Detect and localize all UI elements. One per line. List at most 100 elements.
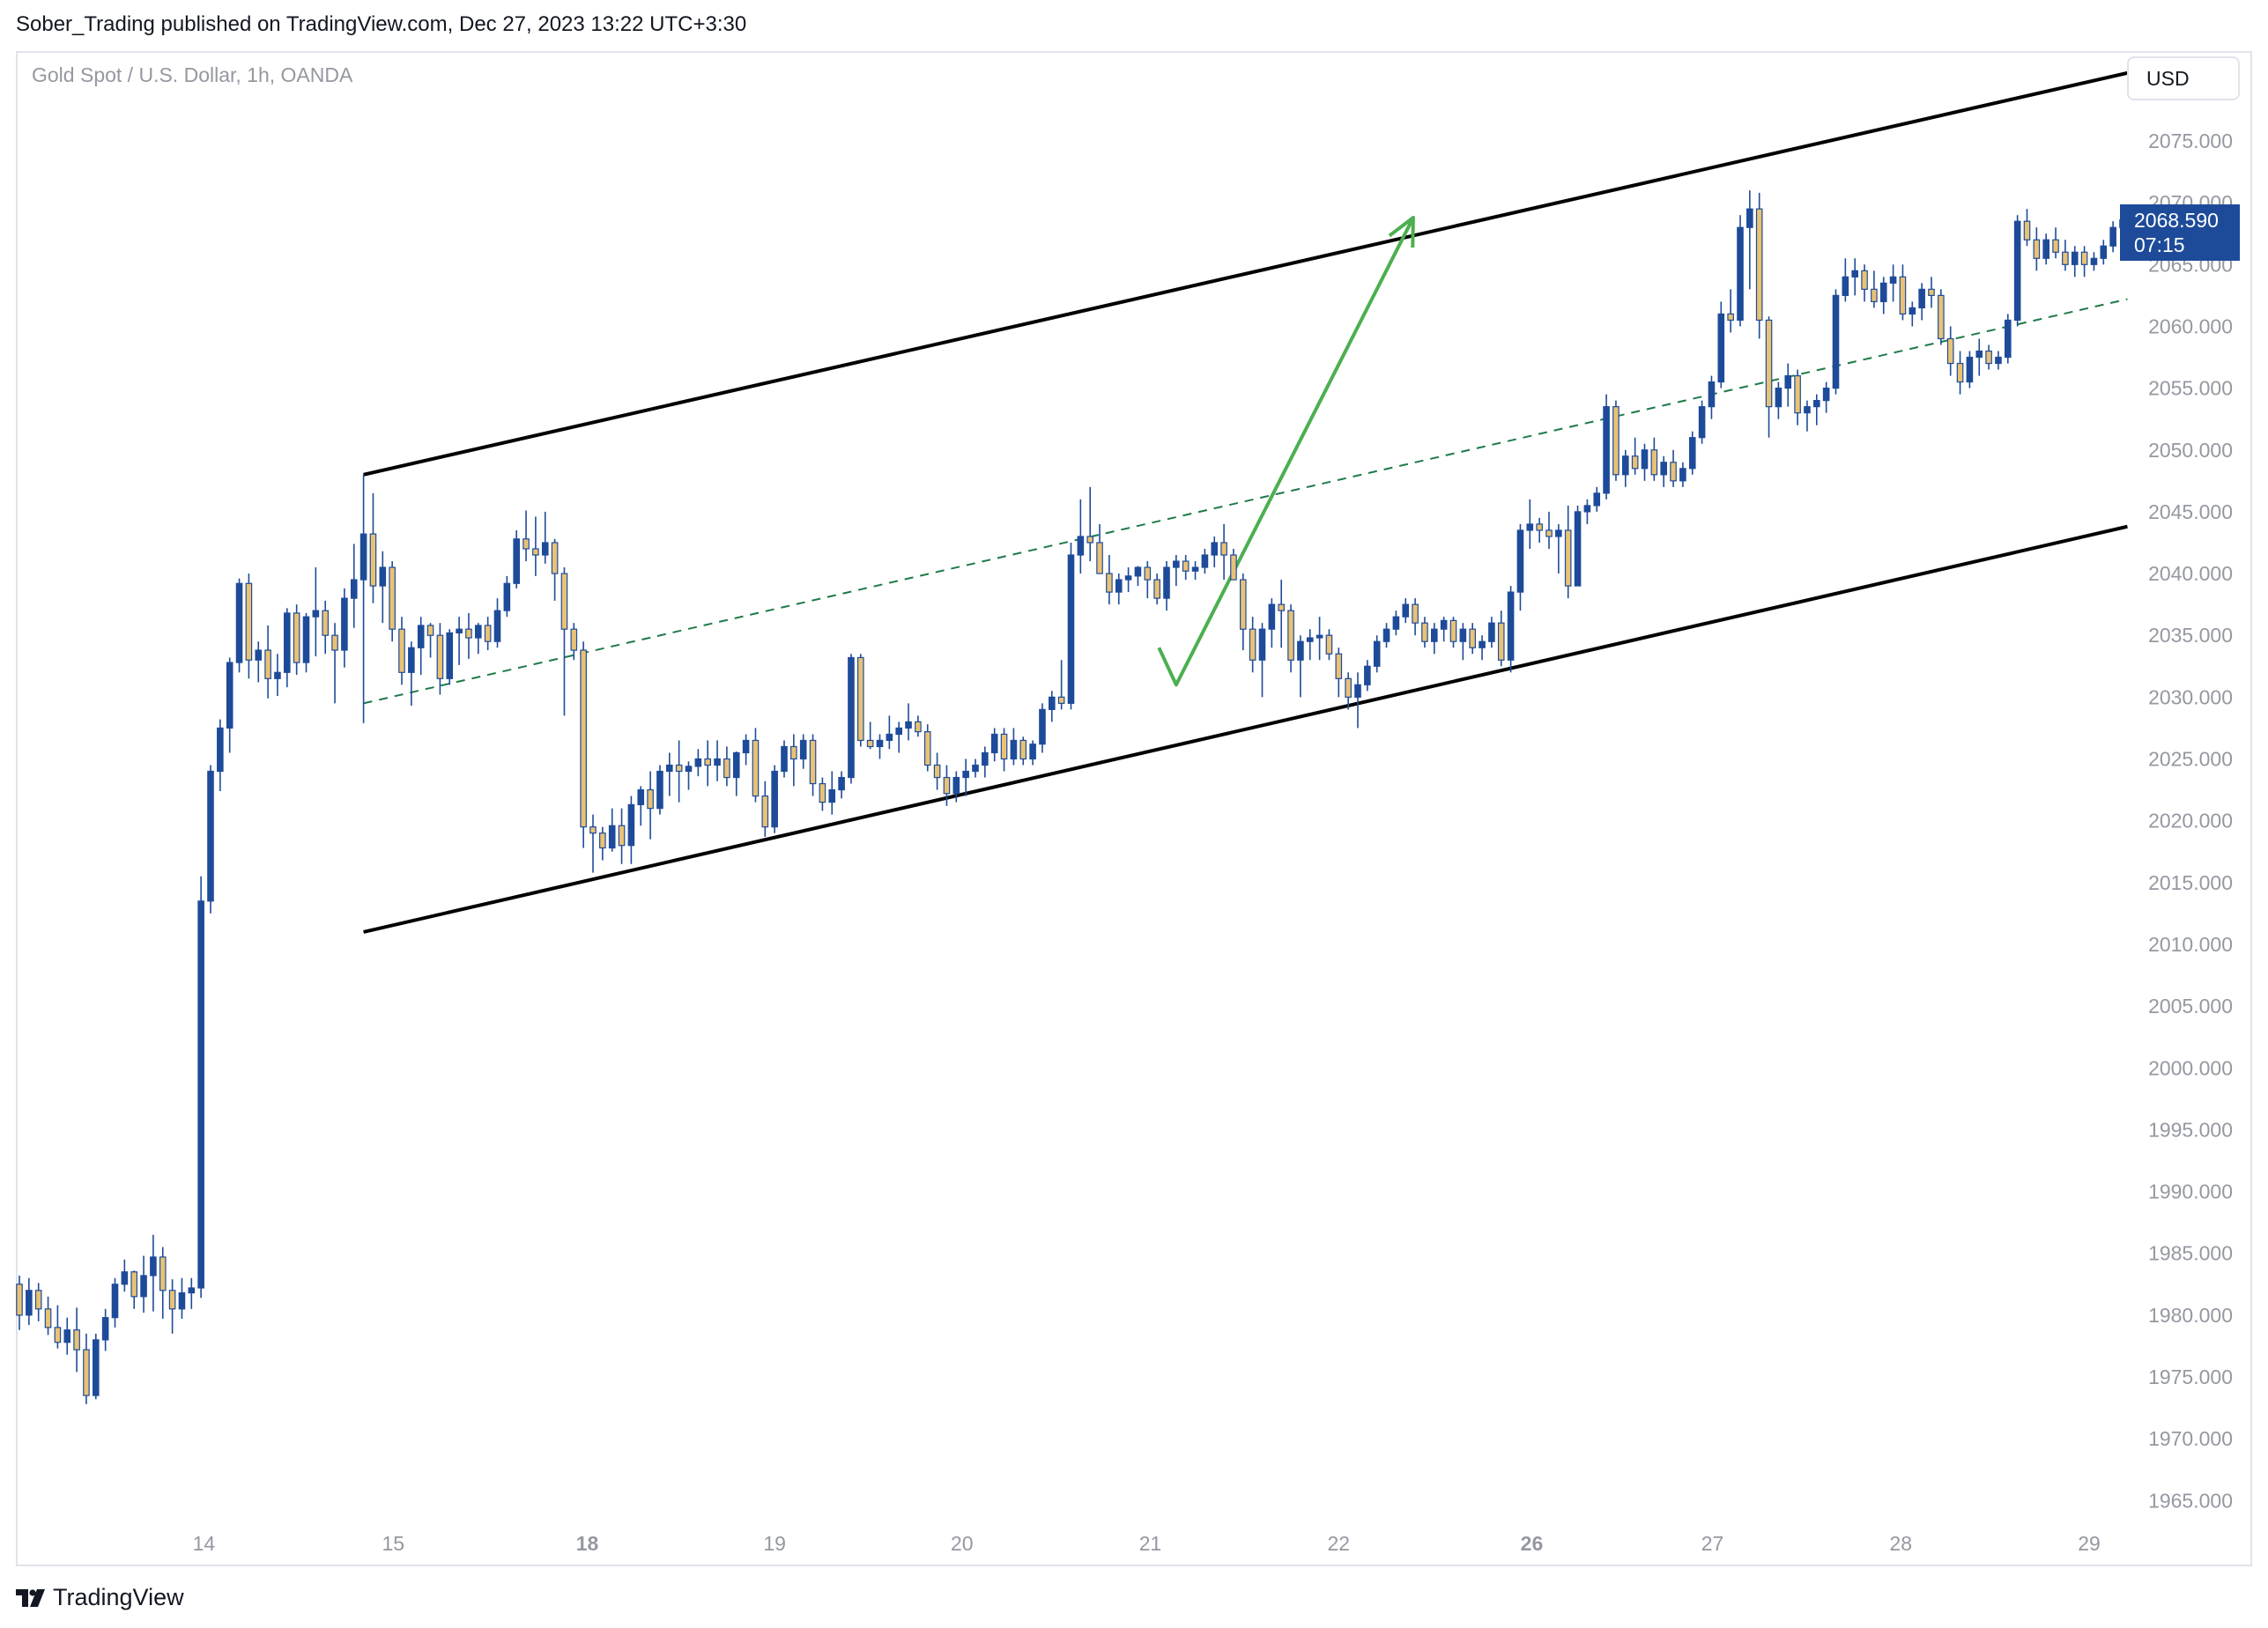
candle-body-bull xyxy=(1975,350,1983,359)
candle xyxy=(905,703,912,741)
candle xyxy=(1057,660,1065,710)
candle xyxy=(1938,289,1945,345)
tradingview-footer[interactable]: TradingView xyxy=(16,1584,184,1611)
candle-body-bull xyxy=(685,766,693,773)
candle-body-bull xyxy=(111,1284,119,1319)
candle-body-bear xyxy=(551,542,559,574)
candle-body-bull xyxy=(302,616,310,663)
candle xyxy=(111,1277,119,1328)
x-tick-label: 27 xyxy=(1701,1532,1724,1555)
candle-body-bull xyxy=(207,770,214,902)
candle-body-bull xyxy=(1698,406,1706,439)
candle xyxy=(322,600,330,655)
candle xyxy=(742,734,750,766)
candle xyxy=(1995,351,2002,370)
candle xyxy=(1727,289,1734,333)
candle xyxy=(1574,505,1582,587)
candle-body-bear xyxy=(1000,733,1008,760)
candle xyxy=(1899,264,1907,321)
candle xyxy=(140,1255,147,1314)
candle xyxy=(1516,523,1524,611)
candle xyxy=(771,765,778,833)
candle-body-bull xyxy=(1163,566,1170,599)
candle-body-bull xyxy=(1813,400,1820,408)
candle-body-bull xyxy=(1603,406,1610,494)
candle-body-bull xyxy=(1879,282,1887,302)
candle-body-bear xyxy=(1144,566,1152,581)
currency-button[interactable]: USD xyxy=(2127,56,2240,100)
y-tick-label: 2030.000 xyxy=(2148,685,2233,708)
candle xyxy=(121,1259,129,1292)
candle xyxy=(1048,691,1056,722)
tradingview-logo-icon xyxy=(16,1588,45,1607)
candle xyxy=(1545,511,1553,549)
candle xyxy=(714,740,721,781)
candle-body-bull xyxy=(1306,637,1314,642)
candle xyxy=(1737,215,1744,327)
candle-body-bull xyxy=(1029,744,1036,760)
candle-body-bull xyxy=(1382,628,1390,642)
candle-body-bull xyxy=(188,1287,196,1294)
candle-body-bull xyxy=(990,733,998,754)
candle-body-bear xyxy=(1670,462,1677,482)
y-tick-label: 2025.000 xyxy=(2148,748,2233,771)
candle-body-bear xyxy=(723,758,730,779)
y-tick-label: 2060.000 xyxy=(2148,314,2233,337)
candle xyxy=(1421,617,1428,648)
candle xyxy=(178,1277,186,1320)
candle xyxy=(1364,660,1371,692)
symbol-legend[interactable]: Gold Spot / U.S. Dollar, 1h, OANDA xyxy=(32,63,353,86)
candle-body-bear xyxy=(560,573,568,630)
candle-body-bear xyxy=(1631,455,1639,470)
candle xyxy=(915,715,922,737)
candle xyxy=(274,654,281,696)
candle xyxy=(341,588,348,668)
candle-body-bull xyxy=(101,1317,109,1341)
candle-body-bear xyxy=(322,610,330,636)
candle xyxy=(618,808,626,864)
candle xyxy=(359,474,367,723)
candle-body-bull xyxy=(1842,276,1849,296)
candle-body-bull xyxy=(513,538,521,584)
candle xyxy=(828,771,836,815)
publisher-line: Sober_Trading published on TradingView.c… xyxy=(16,12,747,36)
candle xyxy=(417,617,425,676)
candle xyxy=(207,765,214,914)
candle-body-bear xyxy=(599,832,606,849)
candle xyxy=(732,751,740,796)
candle xyxy=(1086,486,1094,562)
candle xyxy=(1679,462,1686,487)
candle xyxy=(1909,301,1916,327)
candle-body-bull xyxy=(446,632,454,679)
x-tick-label: 20 xyxy=(951,1532,974,1555)
candle xyxy=(1593,486,1601,512)
y-tick-label: 2005.000 xyxy=(2148,995,2233,1018)
candle-body-bull xyxy=(150,1256,157,1276)
candle xyxy=(1430,623,1438,655)
candle-body-bull xyxy=(1909,307,1916,315)
candle xyxy=(302,612,310,673)
candle-body-bull xyxy=(408,647,415,673)
candle xyxy=(2062,240,2069,271)
chart-frame[interactable] xyxy=(16,51,2252,1566)
candle-body-bear xyxy=(1096,542,1103,574)
candle xyxy=(1746,190,1753,290)
candle xyxy=(493,598,501,648)
candle xyxy=(398,617,405,685)
candle-body-bear xyxy=(819,782,826,803)
candle xyxy=(1526,499,1534,549)
candle-body-bear xyxy=(1325,634,1333,655)
candle xyxy=(1230,548,1237,581)
candle xyxy=(1889,264,1897,302)
candle xyxy=(369,492,377,603)
candle-body-bull xyxy=(1660,462,1668,476)
candle-body-bull xyxy=(1574,511,1582,587)
candle xyxy=(331,623,338,704)
candle xyxy=(895,722,903,753)
candle-body-bear xyxy=(1938,294,1945,340)
candle-body-bull xyxy=(284,612,291,673)
candle-body-bull xyxy=(608,825,616,849)
candle-body-bear xyxy=(1220,542,1227,556)
candle xyxy=(570,623,578,661)
